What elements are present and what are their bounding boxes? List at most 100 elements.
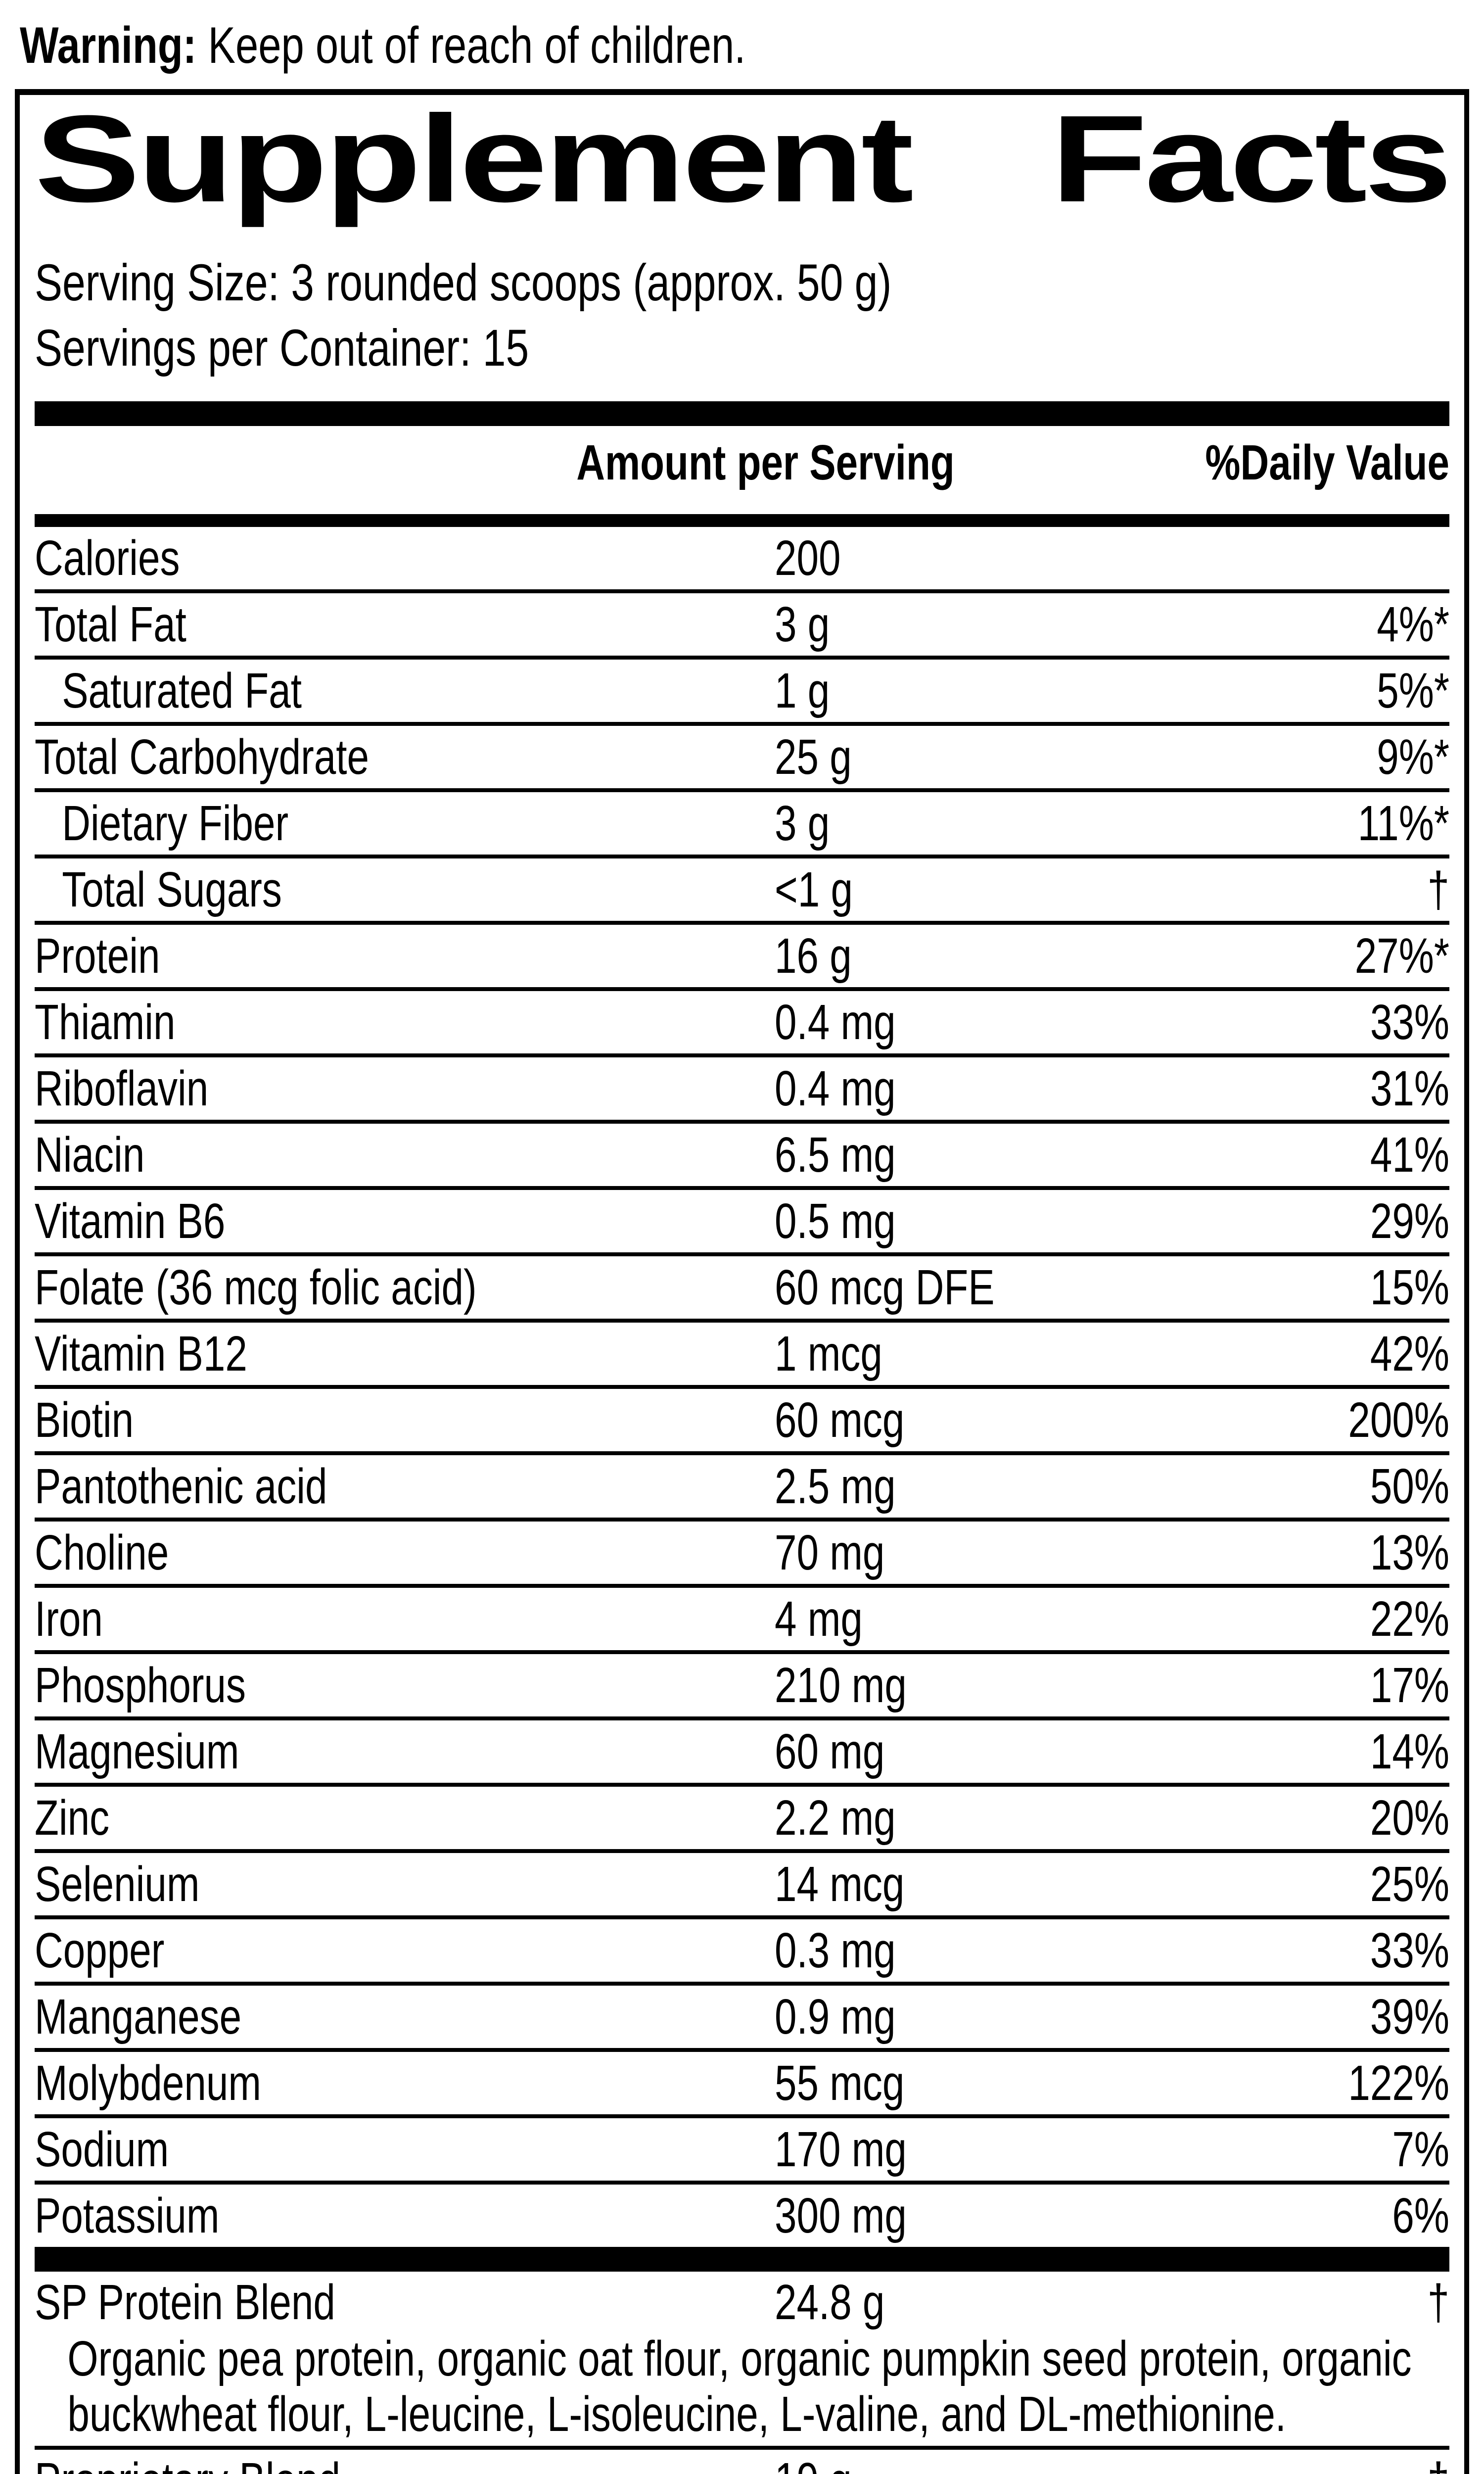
table-row: Pantothenic acid 2.5 mg 50% bbox=[35, 1455, 1449, 1522]
warning-label: Warning: bbox=[20, 17, 197, 74]
table-row: Saturated Fat 1 g 5%* bbox=[35, 660, 1449, 726]
title-word-facts: Facts bbox=[1051, 90, 1452, 228]
nutrient-daily-value: 39% bbox=[1370, 1989, 1449, 2045]
nutrient-table: Calories 200 Total Fat 3 g 4%* Saturated Fat 1… bbox=[35, 527, 1449, 2247]
nutrient-daily-value: 41% bbox=[1370, 1127, 1449, 1183]
nutrient-amount: 16 g bbox=[775, 928, 852, 984]
table-row: Molybdenum 55 mcg 122% bbox=[35, 2052, 1449, 2118]
table-row: Riboflavin 0.4 mg 31% bbox=[35, 1057, 1449, 1124]
nutrient-name: Potassium bbox=[35, 2188, 220, 2243]
table-row: Protein 16 g 27%* bbox=[35, 925, 1449, 991]
nutrient-daily-value: 122% bbox=[1348, 2055, 1449, 2111]
table-row: Magnesium 60 mg 14% bbox=[35, 1720, 1449, 1787]
nutrient-amount: <1 g bbox=[775, 861, 853, 917]
nutrient-daily-value: 31% bbox=[1370, 1060, 1449, 1116]
nutrient-amount: 55 mcg bbox=[775, 2055, 905, 2111]
nutrient-amount: 4 mg bbox=[775, 1591, 863, 1647]
blend-amount: 24.8 g bbox=[775, 2274, 885, 2330]
nutrient-daily-value: 7% bbox=[1392, 2121, 1449, 2177]
table-row: Dietary Fiber 3 g 11%* bbox=[35, 792, 1449, 858]
title-word-supplement: Supplement bbox=[35, 90, 914, 228]
table-row: Total Carbohydrate 25 g 9%* bbox=[35, 726, 1449, 792]
nutrient-daily-value: 27%* bbox=[1354, 928, 1449, 984]
table-row: Potassium 300 mg 6% bbox=[35, 2185, 1449, 2247]
table-row: Selenium 14 mcg 25% bbox=[35, 1853, 1449, 1919]
nutrient-amount: 2.2 mg bbox=[775, 1790, 896, 1846]
table-row: Choline 70 mg 13% bbox=[35, 1522, 1449, 1588]
nutrient-name: Total Sugars bbox=[62, 861, 282, 917]
blend-section: SP Protein Blend 24.8 g † Organic pea prote… bbox=[35, 2272, 1449, 2474]
table-row: Total Fat 3 g 4%* bbox=[35, 593, 1449, 660]
nutrient-daily-value: † bbox=[1427, 861, 1450, 917]
nutrient-daily-value: 29% bbox=[1370, 1193, 1449, 1249]
warning-note: Warning: Keep out of reach of children. bbox=[0, 17, 1484, 74]
nutrient-name: Molybdenum bbox=[35, 2055, 262, 2111]
daily-value-header: %Daily Value bbox=[1205, 434, 1449, 490]
nutrient-name: Total Carbohydrate bbox=[35, 729, 369, 785]
nutrient-daily-value: 6% bbox=[1392, 2188, 1449, 2243]
nutrient-daily-value: 33% bbox=[1370, 1922, 1449, 1978]
nutrient-daily-value: 14% bbox=[1370, 1723, 1449, 1779]
nutrient-name: Copper bbox=[35, 1922, 165, 1978]
nutrient-name: Magnesium bbox=[35, 1723, 239, 1779]
nutrient-name: Selenium bbox=[35, 1856, 200, 1912]
header-spacer bbox=[35, 438, 576, 487]
blend-description: Organic pea protein, organic oat flour, … bbox=[67, 2331, 1412, 2442]
blend-name: Proprietary Blend bbox=[35, 2456, 775, 2474]
nutrient-amount: 70 mg bbox=[775, 1524, 885, 1580]
nutrient-name: Phosphorus bbox=[35, 1657, 246, 1713]
blend-daily-value: † bbox=[1428, 2456, 1450, 2474]
warning-text: Keep out of reach of children. bbox=[196, 17, 746, 74]
nutrient-name: Pantothenic acid bbox=[35, 1458, 327, 1514]
nutrient-amount: 1 mcg bbox=[775, 1326, 882, 1381]
table-row: Iron 4 mg 22% bbox=[35, 1588, 1449, 1654]
blend-name: SP Protein Blend bbox=[35, 2274, 335, 2330]
nutrient-amount: 0.9 mg bbox=[775, 1989, 896, 2045]
nutrient-daily-value: 13% bbox=[1370, 1524, 1449, 1580]
nutrient-amount: 210 mg bbox=[775, 1657, 907, 1713]
nutrient-name: Vitamin B6 bbox=[35, 1193, 226, 1249]
nutrient-name: Iron bbox=[35, 1591, 103, 1647]
nutrient-name: Choline bbox=[35, 1524, 169, 1580]
nutrient-name: Sodium bbox=[35, 2121, 169, 2177]
nutrient-amount: 25 g bbox=[775, 729, 852, 785]
column-header-row: Amount per Serving %Daily Value bbox=[35, 426, 1449, 514]
nutrient-amount: 60 mcg bbox=[775, 1392, 905, 1448]
nutrient-name: Niacin bbox=[35, 1127, 145, 1183]
panel-title: Supplement Facts bbox=[35, 90, 1452, 228]
panel-body: Serving Size: 3 rounded scoops (approx. … bbox=[35, 250, 1449, 2474]
nutrient-daily-value: 4%* bbox=[1377, 596, 1449, 652]
serving-info: Serving Size: 3 rounded scoops (approx. … bbox=[35, 250, 1449, 381]
table-row: Zinc 2.2 mg 20% bbox=[35, 1787, 1449, 1853]
supplement-facts-panel: Supplement Facts Serving Size: 3 rounded… bbox=[15, 89, 1469, 2474]
nutrient-amount: 0.3 mg bbox=[775, 1922, 896, 1978]
table-row: Calories 200 bbox=[35, 527, 1449, 593]
table-row: Sodium 170 mg 7% bbox=[35, 2118, 1449, 2185]
nutrient-amount: 300 mg bbox=[775, 2188, 907, 2243]
table-row: Phosphorus 210 mg 17% bbox=[35, 1654, 1449, 1720]
nutrient-daily-value: 25% bbox=[1370, 1856, 1449, 1912]
nutrient-amount: 0.4 mg bbox=[775, 1060, 896, 1116]
table-row: Folate (36 mcg folic acid) 60 mcg DFE 15% bbox=[35, 1256, 1449, 1323]
serving-size: Serving Size: 3 rounded scoops (approx. … bbox=[35, 254, 892, 312]
nutrient-name: Thiamin bbox=[35, 994, 176, 1050]
nutrient-name: Vitamin B12 bbox=[35, 1326, 247, 1381]
servings-per-container: Servings per Container: 15 bbox=[35, 319, 529, 377]
nutrient-amount: 6.5 mg bbox=[775, 1127, 896, 1183]
nutrient-name: Calories bbox=[35, 530, 180, 586]
nutrient-amount: 60 mcg DFE bbox=[775, 1259, 995, 1315]
nutrient-name: Folate (36 mcg folic acid) bbox=[35, 1259, 477, 1315]
table-row: Manganese 0.9 mg 39% bbox=[35, 1986, 1449, 2052]
table-row: Vitamin B12 1 mcg 42% bbox=[35, 1323, 1449, 1389]
nutrient-name: Zinc bbox=[35, 1790, 110, 1846]
table-row: Thiamin 0.4 mg 33% bbox=[35, 991, 1449, 1057]
nutrient-daily-value: 5%* bbox=[1377, 663, 1449, 718]
blend-separator bbox=[35, 2445, 1449, 2450]
nutrient-amount: 200 bbox=[775, 530, 841, 586]
nutrient-amount: 60 mg bbox=[775, 1723, 885, 1779]
nutrient-amount: 0.5 mg bbox=[775, 1193, 896, 1249]
nutrient-name: Biotin bbox=[35, 1392, 134, 1448]
nutrient-amount: 3 g bbox=[775, 596, 830, 652]
nutrient-daily-value: 22% bbox=[1370, 1591, 1449, 1647]
divider-bar-header bbox=[35, 514, 1449, 527]
